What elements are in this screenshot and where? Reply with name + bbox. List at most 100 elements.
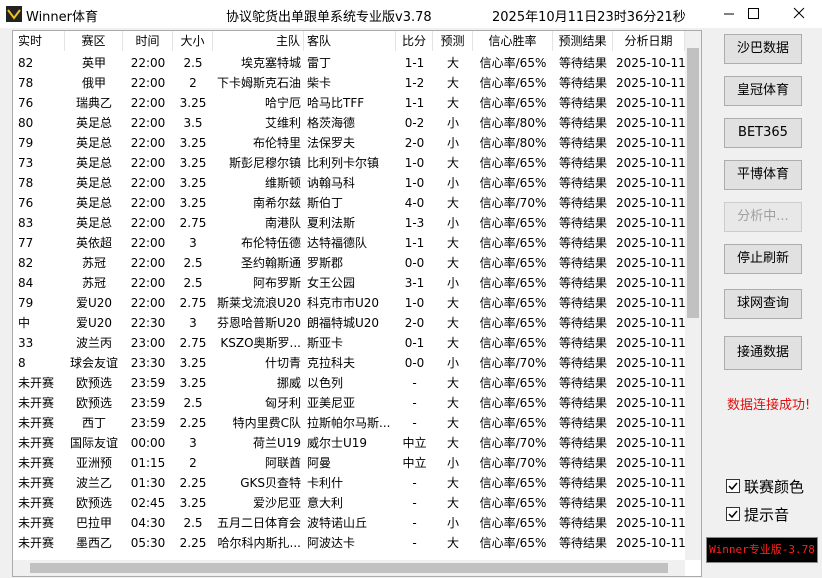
table-cell: 2025-10-11 — [616, 136, 685, 150]
action-button[interactable]: 沙巴数据 — [724, 34, 802, 64]
minimize-button[interactable] — [706, 0, 752, 28]
table-row[interactable]: 未开赛 西丁 23:59 2.25 特内里费C队 拉斯帕尔马斯... - 大 信心率/65% 等待… — [13, 413, 685, 433]
table-cell: 克拉科夫 — [307, 356, 356, 370]
table-cell: GKS贝查特 — [240, 476, 301, 490]
table-row[interactable]: 84 苏冠 22:00 2.5 阿布罗斯 女王公园 3-1 小 信心率/65% 等待结果 2025-… — [13, 273, 685, 293]
table-cell: 柴卡 — [307, 76, 332, 90]
checkbox-label[interactable]: 联赛颜色 — [744, 478, 805, 496]
table-cell: 爱U20 — [75, 296, 113, 310]
title-bar: Winner体育 协议鸵货出单跟单系统专业版v3.78 2025年10月11日2… — [0, 0, 822, 28]
table-cell: 等待结果 — [558, 276, 607, 290]
table-cell: 2025-10-11 — [616, 456, 685, 470]
checkbox-box[interactable] — [726, 507, 740, 521]
table-row[interactable]: 未开赛 国际友谊 00:00 3 荷兰U19 威尔士U19 中立 大 信心率/70% 等待结果 20… — [13, 433, 685, 453]
table-cell: 西丁 — [81, 416, 106, 430]
horizontal-scrollbar[interactable] — [13, 560, 685, 576]
column-header[interactable]: 实时 — [15, 31, 65, 51]
table-cell: 英足总 — [75, 216, 112, 230]
table-cell: 1-1 — [404, 96, 425, 110]
table-cell: 等待结果 — [558, 156, 607, 170]
table-row[interactable]: 80 英足总 22:00 3.5 艾维利 格茨海德 0-2 小 信心率/80% 等待结果 2025-… — [13, 113, 685, 133]
table-cell: 等待结果 — [558, 196, 607, 210]
table-cell: 小 — [446, 516, 459, 530]
table-row[interactable]: 未开赛 欧预选 23:59 3.25 挪威 以色列 - 大 信心率/65% 等待结果 2025-10… — [13, 373, 685, 393]
action-button[interactable]: 平博体育 — [724, 160, 802, 190]
table-cell: 信心率/70% — [479, 356, 547, 370]
checkbox[interactable]: 提示音 — [726, 504, 789, 525]
table-row[interactable]: 33 波兰丙 23:00 2.75 KSZO奥斯罗... 斯亚卡 0-1 大 信心率/65% 等待… — [13, 333, 685, 353]
table-cell: 小 — [446, 456, 459, 470]
table-cell: 等待结果 — [558, 476, 607, 490]
table-cell: 2025-10-11 — [616, 496, 685, 510]
column-header[interactable]: 比分 — [396, 31, 433, 51]
table-row[interactable]: 中 爱U20 22:30 3 芬恩哈普斯U20 朗福特城U20 2-0 大 信心率/65% 等待结… — [13, 313, 685, 333]
table-cell: 22:00 — [130, 116, 166, 130]
table-cell: 信心率/80% — [479, 136, 547, 150]
table-cell: - — [412, 416, 417, 430]
table-row[interactable]: 未开赛 欧预选 23:59 2.5 匈牙利 亚美尼亚 - 大 信心率/65% 等待结果 2025-1… — [13, 393, 685, 413]
column-header[interactable]: 预测 — [433, 31, 473, 51]
column-header[interactable]: 分析日期 — [613, 31, 685, 51]
table-cell: 22:30 — [130, 316, 166, 330]
checkbox-box[interactable] — [726, 479, 740, 493]
table-cell: 大 — [446, 196, 459, 210]
action-button[interactable]: 接通数据 — [724, 336, 802, 370]
action-button[interactable]: 停止刷新 — [724, 244, 802, 274]
table-cell: 爱U20 — [75, 316, 113, 330]
table-cell: 信心率/65% — [479, 416, 547, 430]
column-header[interactable]: 大小 — [173, 31, 213, 51]
checkbox[interactable]: 联赛颜色 — [726, 476, 804, 497]
table-row[interactable]: 79 英足总 22:00 3.25 布伦特里 法保罗夫 2-0 小 信心率/80% 等待结果 202… — [13, 133, 685, 153]
action-button[interactable]: BET365 — [724, 118, 802, 148]
table-cell: 0-0 — [404, 356, 425, 370]
scroll-thumb[interactable] — [30, 563, 668, 573]
column-header[interactable]: 预测结果 — [553, 31, 613, 51]
table-row[interactable]: 79 爱U20 22:00 2.75 斯莱戈流浪U20 科克市市U20 1-0 大 信心率/65… — [13, 293, 685, 313]
table-cell: 信心率/65% — [479, 236, 547, 250]
scroll-thumb[interactable] — [687, 48, 699, 318]
table-cell: 大 — [446, 336, 459, 350]
table-cell: 中立 — [402, 456, 427, 470]
action-button[interactable]: 皇冠体育 — [724, 76, 802, 106]
column-header[interactable]: 客队 — [304, 31, 396, 51]
table-row[interactable]: 82 苏冠 22:00 2.5 圣约翰斯通 罗斯郡 0-0 大 信心率/65% 等待结果 2025-… — [13, 253, 685, 273]
table-row[interactable]: 73 英足总 22:00 3.25 斯彭尼穆尔镇 比利列卡尔镇 1-0 大 信心率/65% 等待结… — [13, 153, 685, 173]
table-row[interactable]: 76 英足总 22:00 3.25 南希尔兹 斯伯丁 4-0 大 信心率/70% 等待结果 2025… — [13, 193, 685, 213]
table-row[interactable]: 78 俄甲 22:00 2 下卡姆斯克石油 柴卡 1-2 大 信心率/65% 等待结果 2025-1… — [13, 73, 685, 93]
table-cell: 0-0 — [404, 256, 425, 270]
table-cell: 22:00 — [130, 176, 166, 190]
table-cell: 22:00 — [130, 216, 166, 230]
maximize-button[interactable] — [730, 0, 776, 28]
table-cell: 等待结果 — [558, 496, 607, 510]
column-header[interactable]: 时间 — [123, 31, 173, 51]
table-cell: 南希尔兹 — [252, 196, 301, 210]
column-header[interactable]: 信心胜率 — [473, 31, 553, 51]
table-cell: 巴拉甲 — [75, 516, 112, 530]
table-row[interactable]: 未开赛 波兰乙 01:30 2.25 GKS贝查特 卡利什 - 大 信心率/65% 等待结果 202… — [13, 473, 685, 493]
vertical-scrollbar[interactable] — [685, 31, 701, 560]
table-cell: 英足总 — [75, 136, 112, 150]
table-row[interactable]: 未开赛 墨西乙 05:30 2.25 哈尔科内斯扎... 阿波达卡 - 大 信心率/65% 等待结… — [13, 533, 685, 553]
table-cell: 等待结果 — [558, 236, 607, 250]
close-button[interactable] — [776, 0, 822, 28]
table-row[interactable]: 76 瑞典乙 22:00 3.25 哈宁厄 哈马比TFF 1-1 大 信心率/65% 等待结果 20… — [13, 93, 685, 113]
checkbox-label[interactable]: 提示音 — [744, 506, 790, 524]
table-cell: 大 — [446, 436, 459, 450]
table-row[interactable]: 未开赛 亚洲预 01:15 2 阿联酋 阿曼 中立 小 信心率/70% 等待结果 2025-10-1… — [13, 453, 685, 473]
table-cell: 小 — [446, 136, 459, 150]
table-cell: 下卡姆斯克石油 — [216, 76, 301, 90]
table-row[interactable]: 77 英依超 22:00 3 布伦特伍德 达特福德队 1-1 大 信心率/65% 等待结果 2025… — [13, 233, 685, 253]
table-cell: 82 — [18, 256, 34, 270]
table-cell: 等待结果 — [558, 216, 607, 230]
column-header[interactable]: 赛区 — [65, 31, 123, 51]
table-row[interactable]: 83 英足总 22:00 2.75 南港队 夏利法斯 1-3 小 信心率/65% 等待结果 2025… — [13, 213, 685, 233]
table-row[interactable]: 82 英甲 22:00 2.5 埃克塞特城 雷丁 1-1 大 信心率/65% 等待结果 2025-1… — [13, 53, 685, 73]
table-cell: 未开赛 — [18, 376, 55, 390]
column-header[interactable]: 主队 — [213, 31, 304, 51]
table-row[interactable]: 78 英足总 22:00 3.25 维斯顿 讷翰马科 1-0 小 信心率/65% 等待结果 2025… — [13, 173, 685, 193]
table-row[interactable]: 8 球会友谊 23:30 3.25 什切青 克拉科夫 0-0 小 信心率/70% 等待结果 2025… — [13, 353, 685, 373]
table-cell: 英足总 — [75, 116, 112, 130]
action-button[interactable]: 球网查询 — [724, 289, 802, 319]
table-row[interactable]: 未开赛 巴拉甲 04:30 2.5 五月二日体育会 波特诺山丘 - 小 信心率/65% 等待结果 2… — [13, 513, 685, 533]
table-row[interactable]: 未开赛 欧预选 02:45 3.25 爱沙尼亚 意大利 - 大 信心率/65% 等待结果 2025-… — [13, 493, 685, 513]
